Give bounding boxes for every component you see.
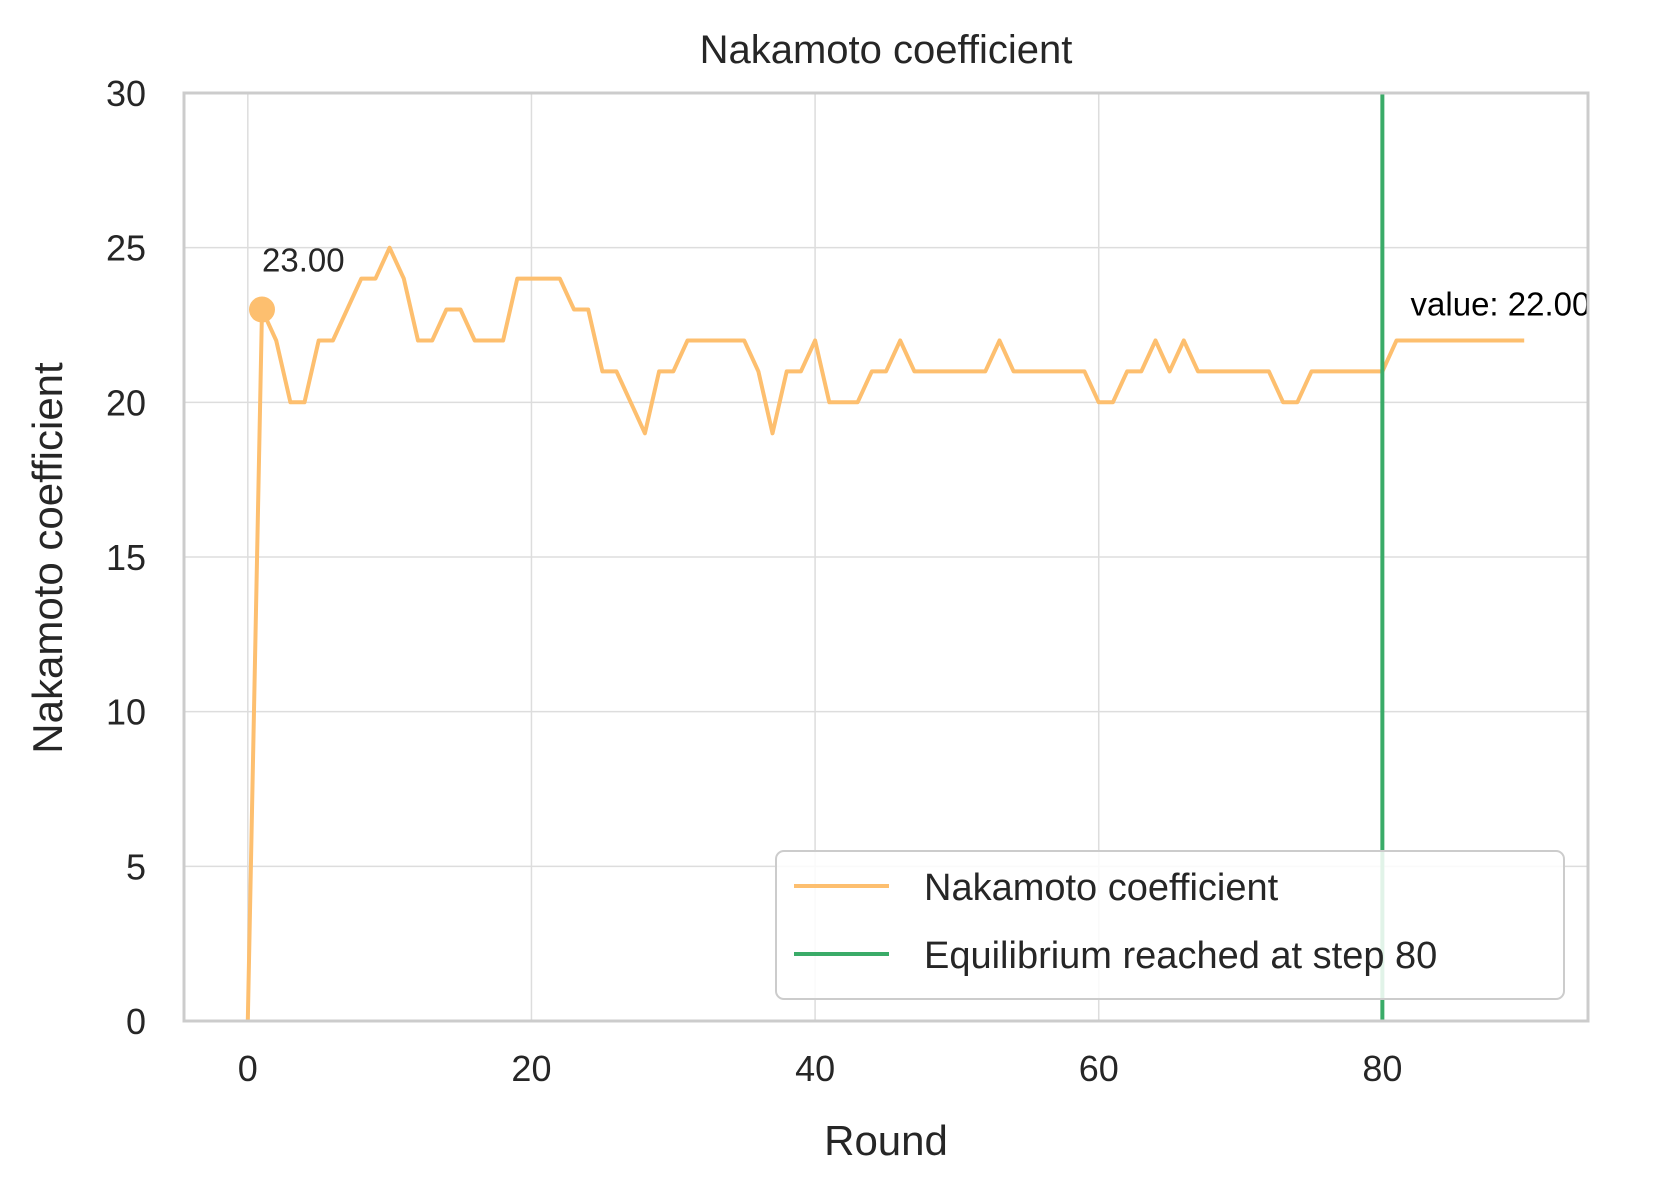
y-tick-label: 25 xyxy=(106,228,146,269)
legend: Nakamoto coefficient Equilibrium reached… xyxy=(775,850,1565,1000)
x-tick-label: 20 xyxy=(511,1048,551,1089)
tick-labels: 0 20 40 60 80 0 5 10 15 20 25 30 xyxy=(106,73,1402,1089)
legend-label-equilibrium: Equilibrium reached at step 80 xyxy=(924,935,1437,977)
y-tick-label: 0 xyxy=(126,1001,146,1042)
start-value-marker xyxy=(249,296,275,323)
legend-label-nakamoto: Nakamoto coefficient xyxy=(924,867,1279,909)
y-tick-label: 15 xyxy=(106,537,146,578)
annotations-layer: 23.00 value: 22.00 xyxy=(249,242,1590,323)
y-tick-label: 10 xyxy=(106,692,146,733)
series-line-nakamoto xyxy=(245,245,1525,1022)
chart-title: Nakamoto coefficient xyxy=(700,28,1073,72)
y-tick-label: 5 xyxy=(126,846,146,887)
x-tick-label: 60 xyxy=(1079,1048,1119,1089)
start-value-label: 23.00 xyxy=(262,242,345,279)
x-tick-label: 0 xyxy=(238,1048,258,1089)
y-tick-label: 20 xyxy=(106,382,146,423)
y-tick-label: 30 xyxy=(106,73,146,114)
equilibrium-value-label: value: 22.00 xyxy=(1411,285,1591,322)
y-axis-label: Nakamoto coefficient xyxy=(24,362,71,754)
x-tick-label: 80 xyxy=(1362,1048,1402,1089)
legend-box xyxy=(775,850,1565,1000)
plot-frame xyxy=(182,91,1590,1023)
x-axis-label: Round xyxy=(824,1117,948,1164)
x-tick-label: 40 xyxy=(795,1048,835,1089)
